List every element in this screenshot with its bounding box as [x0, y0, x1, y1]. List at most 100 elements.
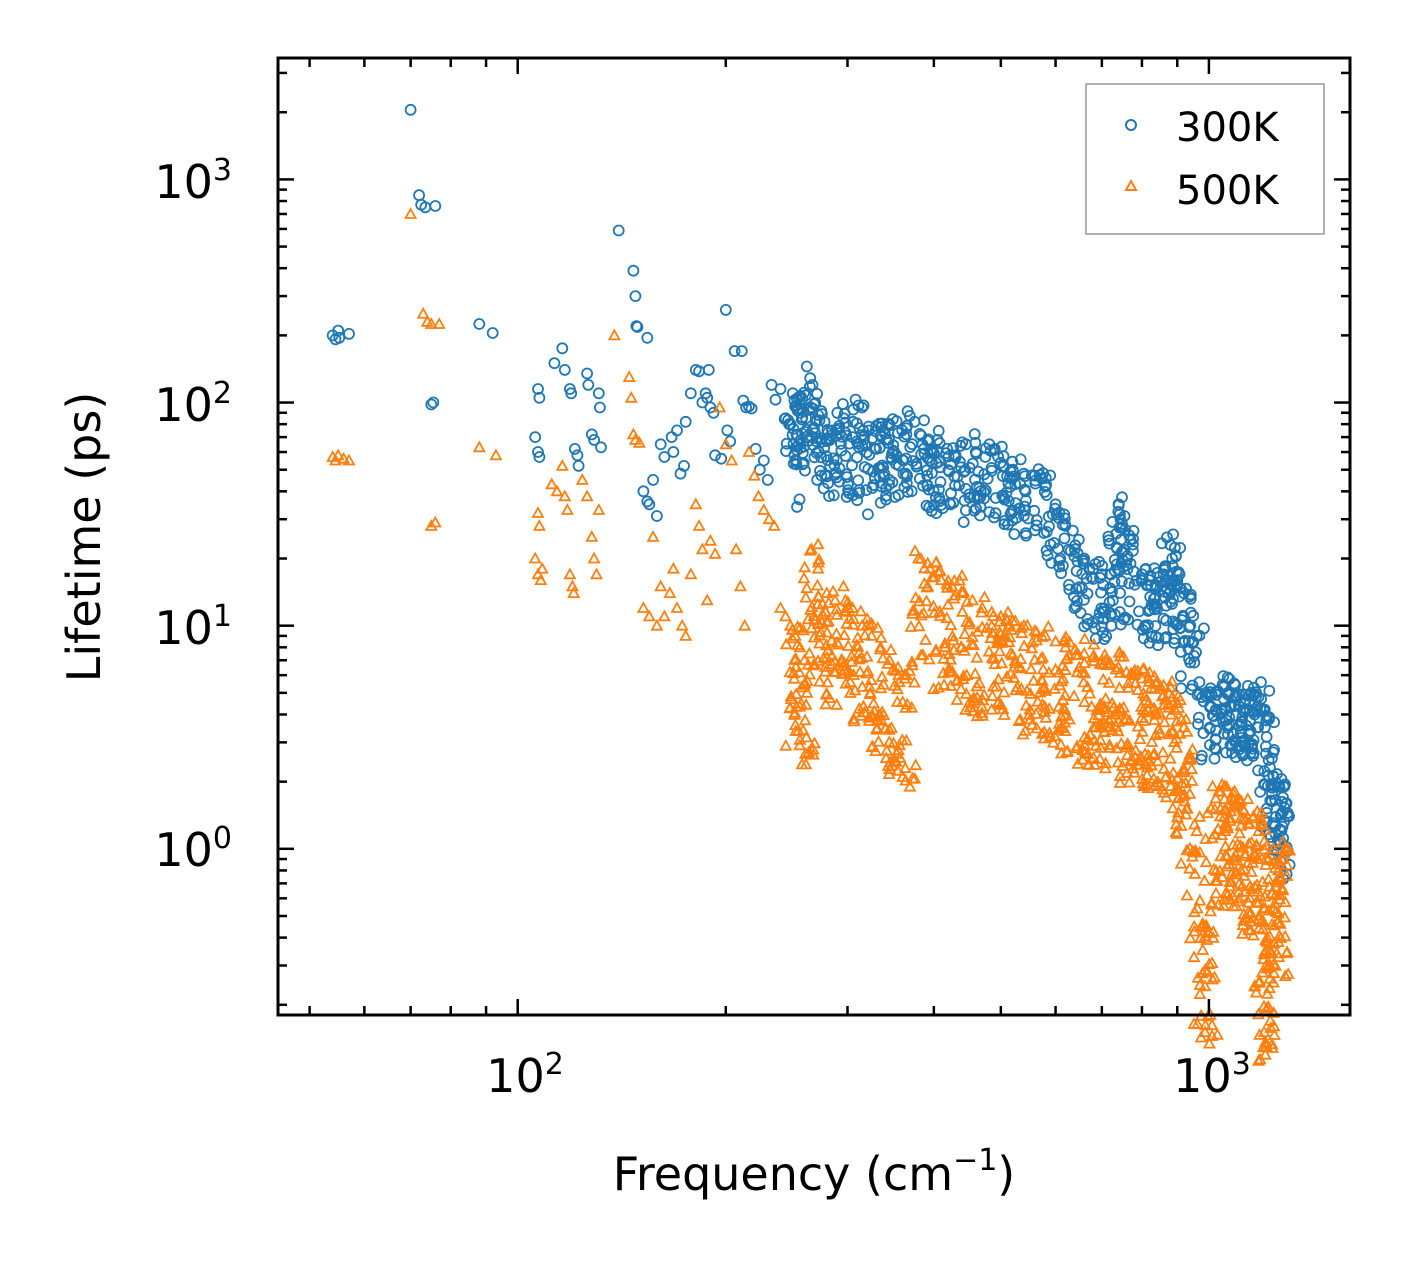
data-point-300K — [985, 464, 998, 477]
data-point-300K — [971, 489, 984, 502]
data-point-500K — [947, 643, 961, 655]
data-point-500K — [1058, 724, 1072, 736]
data-point-300K — [1149, 620, 1162, 632]
data-point-300K — [956, 436, 969, 449]
data-point-300K — [413, 189, 426, 202]
data-point-500K — [1180, 725, 1194, 737]
data-point-500K — [938, 636, 952, 649]
data-point-300K — [906, 438, 919, 451]
data-point-300K — [721, 424, 734, 437]
data-point-300K — [1110, 541, 1123, 554]
data-point-500K — [1172, 783, 1186, 796]
data-point-300K — [1066, 524, 1079, 537]
data-point-500K — [1260, 986, 1274, 999]
data-point-300K — [992, 450, 1004, 463]
data-point-300K — [1170, 618, 1183, 631]
data-point-500K — [1024, 662, 1038, 675]
data-point-500K — [1262, 981, 1277, 994]
data-point-300K — [807, 402, 820, 415]
data-point-500K — [472, 440, 486, 453]
legend-label-300K: 300K — [1176, 105, 1280, 151]
data-point-500K — [914, 608, 928, 621]
data-point-300K — [810, 414, 823, 427]
data-point-500K — [975, 601, 989, 613]
data-point-300K — [1087, 573, 1100, 585]
data-point-500K — [1190, 1017, 1205, 1030]
data-point-500K — [532, 519, 546, 531]
data-point-300K — [787, 422, 800, 435]
data-point-300K — [787, 437, 800, 450]
data-point-500K — [1127, 765, 1141, 778]
data-point-500K — [424, 317, 438, 329]
data-point-500K — [856, 699, 871, 712]
data-point-500K — [785, 622, 799, 635]
data-point-500K — [1088, 757, 1102, 770]
data-point-500K — [884, 721, 899, 733]
data-point-500K — [1018, 723, 1032, 736]
data-point-500K — [985, 689, 999, 702]
data-point-300K — [841, 471, 853, 484]
data-point-300K — [678, 459, 690, 472]
data-point-500K — [888, 663, 902, 676]
data-point-500K — [1166, 801, 1180, 814]
data-point-500K — [1058, 708, 1072, 721]
data-point-500K — [1036, 662, 1050, 675]
data-point-300K — [1267, 819, 1280, 832]
data-point-500K — [585, 530, 599, 542]
data-point-300K — [980, 442, 992, 455]
data-point-500K — [843, 675, 857, 687]
data-point-500K — [757, 503, 771, 515]
data-point-300K — [974, 500, 987, 513]
data-point-500K — [799, 757, 813, 770]
data-point-500K — [1152, 722, 1166, 735]
data-point-500K — [1174, 819, 1188, 831]
data-point-300K — [1247, 734, 1260, 746]
data-point-300K — [1263, 713, 1275, 726]
data-point-300K — [804, 372, 817, 385]
data-point-500K — [1229, 864, 1243, 877]
data-point-500K — [1206, 779, 1220, 792]
data-point-500K — [835, 666, 849, 679]
data-point-500K — [1205, 1018, 1219, 1031]
data-point-500K — [1000, 669, 1014, 682]
data-point-300K — [1089, 622, 1101, 635]
data-point-300K — [837, 398, 849, 410]
data-point-300K — [533, 391, 546, 404]
data-point-500K — [797, 571, 811, 584]
data-point-300K — [1055, 567, 1067, 580]
data-point-300K — [707, 406, 720, 419]
data-point-500K — [1260, 853, 1274, 866]
data-point-500K — [1135, 724, 1149, 737]
data-point-500K — [713, 400, 727, 413]
data-point-300K — [1145, 630, 1158, 643]
data-point-500K — [798, 676, 812, 688]
data-point-500K — [1213, 864, 1227, 876]
data-point-500K — [801, 747, 815, 759]
data-point-300K — [804, 401, 817, 414]
data-point-300K — [862, 508, 874, 521]
data-point-300K — [637, 485, 650, 498]
data-point-500K — [783, 701, 797, 714]
data-point-500K — [1171, 689, 1185, 702]
data-point-300K — [595, 441, 607, 454]
data-point-300K — [1114, 618, 1127, 631]
data-point-500K — [1265, 886, 1279, 899]
data-point-500K — [1039, 711, 1053, 723]
data-point-500K — [1153, 726, 1167, 739]
data-point-300K — [934, 476, 947, 488]
data-point-300K — [1184, 656, 1197, 669]
data-point-500K — [801, 657, 815, 670]
data-point-500K — [798, 713, 812, 726]
y-axis-title: Lifetime (ps) — [57, 392, 111, 683]
data-point-300K — [1157, 612, 1170, 625]
data-point-500K — [589, 567, 604, 580]
data-point-500K — [1247, 848, 1261, 861]
data-point-500K — [689, 497, 703, 510]
data-point-300K — [1248, 708, 1261, 721]
data-point-500K — [1231, 792, 1245, 804]
series-300K-points — [326, 103, 1296, 885]
data-point-300K — [833, 462, 846, 475]
data-point-300K — [1006, 472, 1019, 485]
data-point-300K — [1174, 646, 1187, 658]
data-point-500K — [882, 767, 896, 779]
